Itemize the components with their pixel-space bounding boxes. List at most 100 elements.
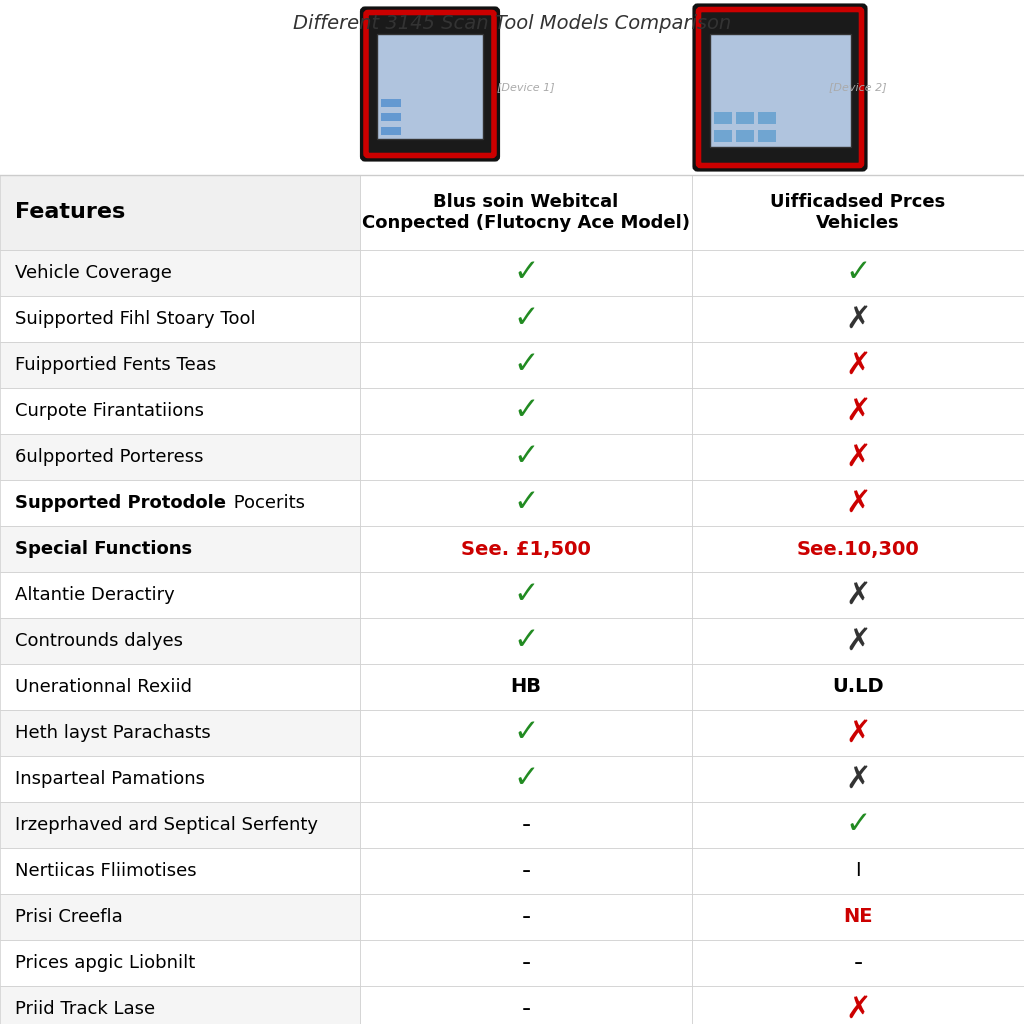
Text: Suipported Fihl Stoary Tool: Suipported Fihl Stoary Tool <box>15 310 256 328</box>
Text: ✓: ✓ <box>845 811 870 840</box>
Bar <box>692 526 1024 572</box>
Bar <box>0 296 360 342</box>
Bar <box>0 526 360 572</box>
Text: -: - <box>521 997 530 1021</box>
Text: See.10,300: See.10,300 <box>797 540 920 558</box>
Bar <box>692 894 1024 940</box>
Bar <box>0 618 360 664</box>
Bar <box>360 618 692 664</box>
Bar <box>758 129 775 141</box>
Text: ✗: ✗ <box>845 719 870 748</box>
Text: -: - <box>521 859 530 883</box>
Text: ✗: ✗ <box>845 994 870 1024</box>
Bar <box>360 480 692 526</box>
Bar <box>381 98 401 106</box>
Bar <box>360 342 692 388</box>
Text: HB: HB <box>511 678 542 696</box>
Bar <box>360 894 692 940</box>
Text: Vehicle Coverage: Vehicle Coverage <box>15 264 172 282</box>
Bar <box>381 127 401 134</box>
Bar <box>360 802 692 848</box>
Text: Features: Features <box>15 203 125 222</box>
Bar <box>714 112 731 124</box>
Bar <box>360 526 692 572</box>
Bar <box>360 434 692 480</box>
Text: ✓: ✓ <box>513 488 539 517</box>
Text: Fuipportied Fents Teas: Fuipportied Fents Teas <box>15 356 216 374</box>
Bar <box>758 112 775 124</box>
Bar <box>0 710 360 756</box>
Text: Pocerits: Pocerits <box>228 494 305 512</box>
FancyBboxPatch shape <box>362 8 498 160</box>
Text: Blus soin Webitcal
Conpected (Flutocny Ace Model): Blus soin Webitcal Conpected (Flutocny A… <box>362 194 690 231</box>
Text: ✗: ✗ <box>845 396 870 426</box>
Text: -: - <box>521 813 530 837</box>
Bar <box>692 664 1024 710</box>
Text: ✗: ✗ <box>845 442 870 471</box>
Text: ✓: ✓ <box>513 581 539 609</box>
Text: ✓: ✓ <box>513 396 539 426</box>
Text: NE: NE <box>843 907 872 927</box>
Text: Prices apgic Liobnilt: Prices apgic Liobnilt <box>15 954 196 972</box>
Bar <box>360 175 692 250</box>
Text: ✓: ✓ <box>513 442 539 471</box>
Bar <box>0 894 360 940</box>
FancyBboxPatch shape <box>366 12 494 156</box>
Text: ✓: ✓ <box>513 258 539 288</box>
Bar <box>0 848 360 894</box>
Bar <box>0 434 360 480</box>
Bar <box>710 34 851 146</box>
Text: ✓: ✓ <box>513 765 539 794</box>
Bar <box>0 175 360 250</box>
Text: Priid Track Lase: Priid Track Lase <box>15 1000 155 1018</box>
Text: ✗: ✗ <box>845 627 870 655</box>
Bar <box>0 664 360 710</box>
Bar <box>692 848 1024 894</box>
Text: -: - <box>521 951 530 975</box>
Text: Supported Protodole: Supported Protodole <box>15 494 226 512</box>
Text: ✓: ✓ <box>513 304 539 334</box>
Bar <box>360 388 692 434</box>
Bar <box>692 480 1024 526</box>
Text: ✗: ✗ <box>845 765 870 794</box>
Bar <box>692 342 1024 388</box>
Text: [Device 1]: [Device 1] <box>498 83 555 92</box>
Bar <box>0 0 1024 175</box>
Bar <box>692 296 1024 342</box>
Bar <box>0 572 360 618</box>
Text: Nertiicas Fliimotises: Nertiicas Fliimotises <box>15 862 197 880</box>
Text: Unerationnal Rexiid: Unerationnal Rexiid <box>15 678 193 696</box>
FancyBboxPatch shape <box>694 5 865 170</box>
Bar <box>692 802 1024 848</box>
Text: ✗: ✗ <box>845 350 870 380</box>
Text: ✓: ✓ <box>513 350 539 380</box>
Bar <box>0 388 360 434</box>
Bar <box>0 480 360 526</box>
Bar <box>735 129 754 141</box>
Text: Controunds dalyes: Controunds dalyes <box>15 632 183 650</box>
Text: Heth layst Parachasts: Heth layst Parachasts <box>15 724 211 742</box>
Text: I: I <box>855 861 861 881</box>
FancyBboxPatch shape <box>698 9 861 166</box>
Text: Uifficadsed Prces
Vehicles: Uifficadsed Prces Vehicles <box>770 194 945 231</box>
Bar <box>0 250 360 296</box>
Text: Insparteal Pamations: Insparteal Pamations <box>15 770 205 788</box>
Bar <box>0 342 360 388</box>
Bar <box>377 34 483 138</box>
Bar <box>0 986 360 1024</box>
Text: Curpote Firantatiions: Curpote Firantatiions <box>15 402 204 420</box>
Bar <box>360 986 692 1024</box>
Text: 6ulpported Porteress: 6ulpported Porteress <box>15 449 204 466</box>
Text: Special Functions: Special Functions <box>15 540 193 558</box>
Bar <box>360 572 692 618</box>
Bar <box>0 802 360 848</box>
Bar <box>0 756 360 802</box>
Text: Altantie Deractiry: Altantie Deractiry <box>15 586 175 604</box>
Text: -: - <box>521 905 530 929</box>
Text: ✗: ✗ <box>845 581 870 609</box>
Text: -: - <box>853 951 862 975</box>
Bar <box>0 940 360 986</box>
Bar <box>692 986 1024 1024</box>
Text: [Device 2]: [Device 2] <box>829 83 887 92</box>
Bar <box>360 296 692 342</box>
